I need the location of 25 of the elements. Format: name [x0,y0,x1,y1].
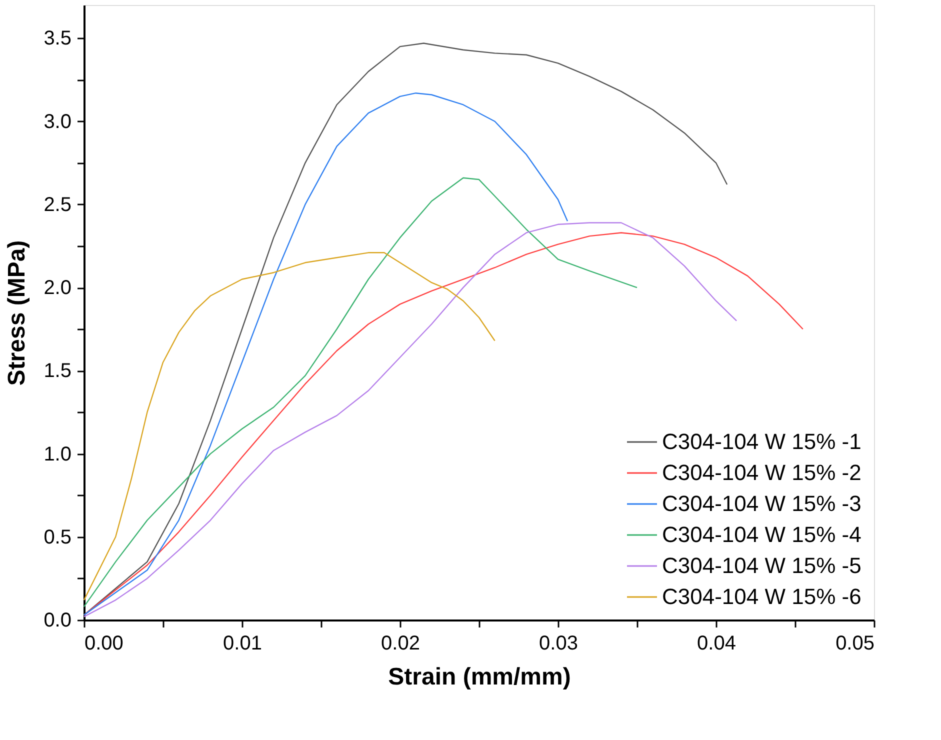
y-tick-label: 2.5 [44,194,72,216]
x-tick-label: 0.00 [84,632,124,654]
legend-label: C304-104 W 15% -3 [662,491,862,516]
x-tick-label: 0.05 [836,632,874,654]
legend-label: C304-104 W 15% -2 [662,460,862,485]
legend-label: C304-104 W 15% -6 [662,584,862,609]
x-tick-label: 0.04 [697,632,736,654]
y-tick-label: 2.0 [44,277,72,300]
y-tick-label: 3.0 [44,110,72,133]
legend-label: C304-104 W 15% -5 [662,553,862,578]
x-axis-title: Strain (mm/mm) [388,664,571,690]
y-tick-label: 3.5 [44,28,72,50]
y-tick-label: 0.0 [44,610,72,632]
line-series [83,92,568,616]
legend-label: C304-104 W 15% -1 [662,429,862,454]
legend-label: C304-104 W 15% -4 [662,522,862,547]
x-tick-label: 0.03 [539,632,578,654]
x-tick-label: 0.02 [381,632,420,654]
y-tick-label: 1.5 [44,360,72,382]
line-series [83,177,638,608]
x-tick-label: 0.01 [223,632,262,654]
line-series [83,252,496,601]
y-axis-title: Stress (MPa) [4,240,31,386]
y-tick-label: 1.0 [44,443,72,466]
y-tick-label: 0.5 [44,526,72,548]
